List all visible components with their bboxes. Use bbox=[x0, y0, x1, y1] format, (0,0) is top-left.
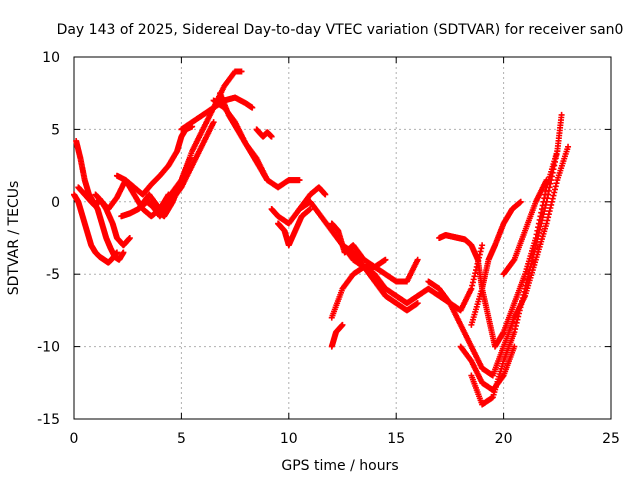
plot-frame bbox=[73, 56, 612, 420]
data-point bbox=[249, 104, 256, 111]
data-point bbox=[322, 191, 329, 198]
x-tick-label: 20 bbox=[495, 431, 513, 447]
chart-title: Day 143 of 2025, Sidereal Day-to-day VTE… bbox=[57, 22, 624, 38]
y-tick-label: 0 bbox=[51, 195, 60, 211]
data-points bbox=[71, 68, 572, 408]
series-sat-g bbox=[135, 68, 245, 213]
data-point bbox=[479, 242, 486, 249]
data-point bbox=[414, 256, 421, 263]
data-point bbox=[268, 133, 275, 140]
data-point bbox=[210, 119, 217, 126]
series-sat-q bbox=[339, 242, 486, 314]
series-sat-n bbox=[275, 206, 314, 249]
series-sat-w bbox=[457, 343, 518, 394]
data-point bbox=[264, 177, 271, 184]
y-tick-label: 5 bbox=[51, 122, 60, 138]
x-tick-label: 0 bbox=[70, 431, 79, 447]
data-point bbox=[414, 300, 421, 307]
series-sat-h bbox=[146, 119, 217, 220]
data-point bbox=[543, 177, 550, 184]
x-tick-label: 25 bbox=[602, 431, 620, 447]
series-sat-y bbox=[500, 177, 550, 278]
data-point bbox=[511, 343, 518, 350]
x-tick-label: 15 bbox=[387, 431, 405, 447]
data-point bbox=[382, 256, 389, 263]
y-tick-label: -15 bbox=[37, 412, 60, 428]
y-tick-label: -5 bbox=[46, 267, 60, 283]
data-point bbox=[565, 143, 572, 150]
y-tick-label: 10 bbox=[42, 50, 60, 66]
data-point bbox=[296, 177, 303, 184]
x-axis-label: GPS time / hours bbox=[281, 458, 398, 474]
y-tick-label: -10 bbox=[37, 340, 60, 356]
data-point bbox=[339, 321, 346, 328]
ticks: 0 5 10 15 20 25 -15 -10 -5 0 5 10 bbox=[37, 50, 620, 447]
series-sat-c bbox=[75, 184, 133, 249]
series-sat-l bbox=[253, 126, 275, 140]
data-point bbox=[307, 206, 314, 213]
series-sat-s bbox=[328, 256, 421, 321]
data-point bbox=[120, 249, 127, 256]
series-sat-x bbox=[468, 198, 524, 328]
x-tick-label: 10 bbox=[280, 431, 298, 447]
data-point bbox=[558, 111, 565, 118]
data-point bbox=[126, 235, 133, 241]
x-tick-label: 5 bbox=[177, 431, 186, 447]
series-sat-r bbox=[328, 321, 346, 350]
series-sat-k bbox=[217, 90, 271, 184]
data-point bbox=[517, 198, 524, 205]
data-point bbox=[238, 68, 245, 75]
y-axis-label: SDTVAR / TECUs bbox=[6, 181, 22, 296]
